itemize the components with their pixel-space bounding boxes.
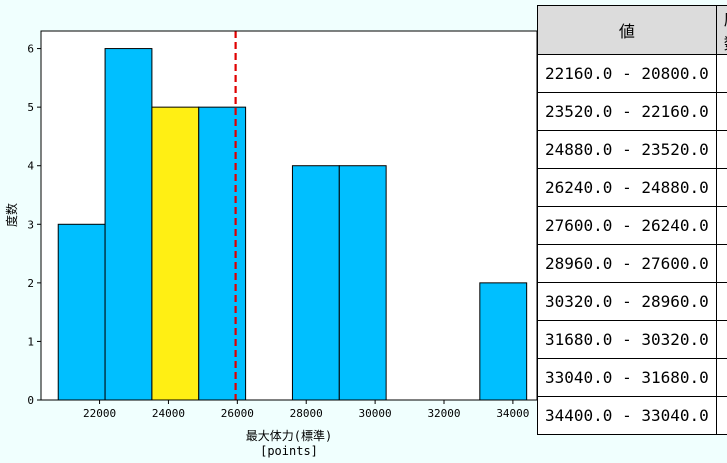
table-row: 24880.0 - 26240.05 bbox=[537, 168, 727, 207]
table-cell-count: 0 bbox=[715, 206, 727, 245]
y-tick-label: 1 bbox=[27, 335, 34, 348]
histogram-bar-3 bbox=[198, 106, 247, 401]
table-row: 23520.0 - 24880.05 bbox=[537, 130, 727, 169]
x-tick-label: 22000 bbox=[83, 407, 116, 420]
table-cell-count: 4 bbox=[715, 282, 727, 321]
table-cell-count: 3 bbox=[715, 54, 727, 93]
table-cell-range: 24880.0 - 26240.0 bbox=[537, 168, 717, 207]
table-cell-count: 5 bbox=[715, 168, 727, 207]
histogram-bar-0 bbox=[57, 223, 106, 401]
table-cell-range: 28960.0 - 30320.0 bbox=[537, 282, 717, 321]
y-tick-label: 4 bbox=[27, 160, 34, 173]
table-cell-range: 33040.0 - 34400.0 bbox=[537, 396, 717, 435]
table-cell-count: 0 bbox=[715, 320, 727, 359]
histogram-bar-9 bbox=[479, 282, 528, 401]
x-tick-label: 26000 bbox=[221, 407, 254, 420]
x-axis-unit: [points] bbox=[260, 444, 318, 458]
y-tick-label: 2 bbox=[27, 277, 34, 290]
table-cell-count: 5 bbox=[715, 130, 727, 169]
x-tick-label: 30000 bbox=[359, 407, 392, 420]
header-count: 度数 bbox=[715, 5, 727, 55]
y-ticks: 0 1 2 3 4 5 6 bbox=[27, 43, 41, 407]
header-value: 値 bbox=[537, 5, 717, 55]
table-cell-range: 23520.0 - 24880.0 bbox=[537, 130, 717, 169]
table-row: 27600.0 - 28960.04 bbox=[537, 244, 727, 283]
y-tick-label: 6 bbox=[27, 43, 34, 56]
y-tick-label: 3 bbox=[27, 218, 34, 231]
table-cell-range: 26240.0 - 27600.0 bbox=[537, 206, 717, 245]
table-cell-range: 31680.0 - 33040.0 bbox=[537, 358, 717, 397]
x-tick-label: 34000 bbox=[496, 407, 529, 420]
histogram-bar-5 bbox=[291, 165, 340, 401]
table-row: 31680.0 - 33040.00 bbox=[537, 358, 727, 397]
y-tick-label: 5 bbox=[27, 101, 34, 114]
bars-group bbox=[57, 48, 528, 401]
table-cell-range: 30320.0 - 31680.0 bbox=[537, 320, 717, 359]
table-cell-count: 0 bbox=[715, 358, 727, 397]
table-header-row: 値 度数 bbox=[537, 5, 727, 55]
table-body: 20800.0 - 22160.0322160.0 - 23520.062352… bbox=[537, 54, 727, 435]
table-row: 20800.0 - 22160.03 bbox=[537, 54, 727, 93]
x-tick-label: 28000 bbox=[290, 407, 323, 420]
x-axis-title: 最大体力(標準) bbox=[246, 428, 332, 443]
table-cell-count: 4 bbox=[715, 244, 727, 283]
plot-frame bbox=[40, 30, 538, 401]
y-tick-label: 0 bbox=[27, 394, 34, 407]
histogram-bar-1 bbox=[104, 48, 153, 401]
table-row: 30320.0 - 31680.00 bbox=[537, 320, 727, 359]
table-cell-range: 22160.0 - 23520.0 bbox=[537, 92, 717, 131]
x-tick-label: 32000 bbox=[427, 407, 460, 420]
table-cell-count: 2 bbox=[715, 396, 727, 435]
table-row: 22160.0 - 23520.06 bbox=[537, 92, 727, 131]
table-cell-count: 6 bbox=[715, 92, 727, 131]
table-cell-range: 20800.0 - 22160.0 bbox=[537, 54, 717, 93]
table-row: 28960.0 - 30320.04 bbox=[537, 282, 727, 321]
table-row: 33040.0 - 34400.02 bbox=[537, 396, 727, 435]
y-axis-title: 度数 bbox=[4, 203, 19, 227]
frequency-table: 値 度数 20800.0 - 22160.0322160.0 - 23520.0… bbox=[537, 5, 727, 435]
table-row: 26240.0 - 27600.00 bbox=[537, 206, 727, 245]
x-ticks: 22000 24000 26000 28000 30000 32000 34000 bbox=[83, 400, 529, 420]
table-cell-range: 27600.0 - 28960.0 bbox=[537, 244, 717, 283]
histogram-bar-2 bbox=[151, 106, 200, 401]
x-tick-label: 24000 bbox=[152, 407, 185, 420]
histogram-bar-6 bbox=[338, 165, 387, 401]
